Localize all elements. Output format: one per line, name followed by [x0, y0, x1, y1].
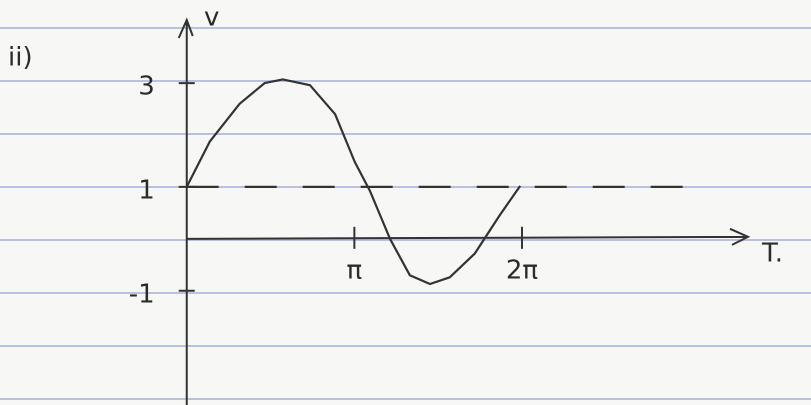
y-axis [179, 20, 193, 405]
y-axis-label: v [204, 3, 219, 33]
x-axis [187, 229, 748, 245]
series-line [187, 79, 521, 284]
section-label: ii) [8, 43, 33, 73]
y-tick-label: -1 [129, 279, 155, 309]
y-tick-label: 3 [138, 72, 155, 102]
y-tick-label: 1 [138, 175, 155, 205]
x-tick-label: π [347, 255, 363, 285]
x-tick-label: 2π [506, 255, 538, 285]
chart: ii) v T. 3 1 -1 π 2π [0, 0, 811, 405]
x-axis-label: T. [761, 239, 783, 269]
